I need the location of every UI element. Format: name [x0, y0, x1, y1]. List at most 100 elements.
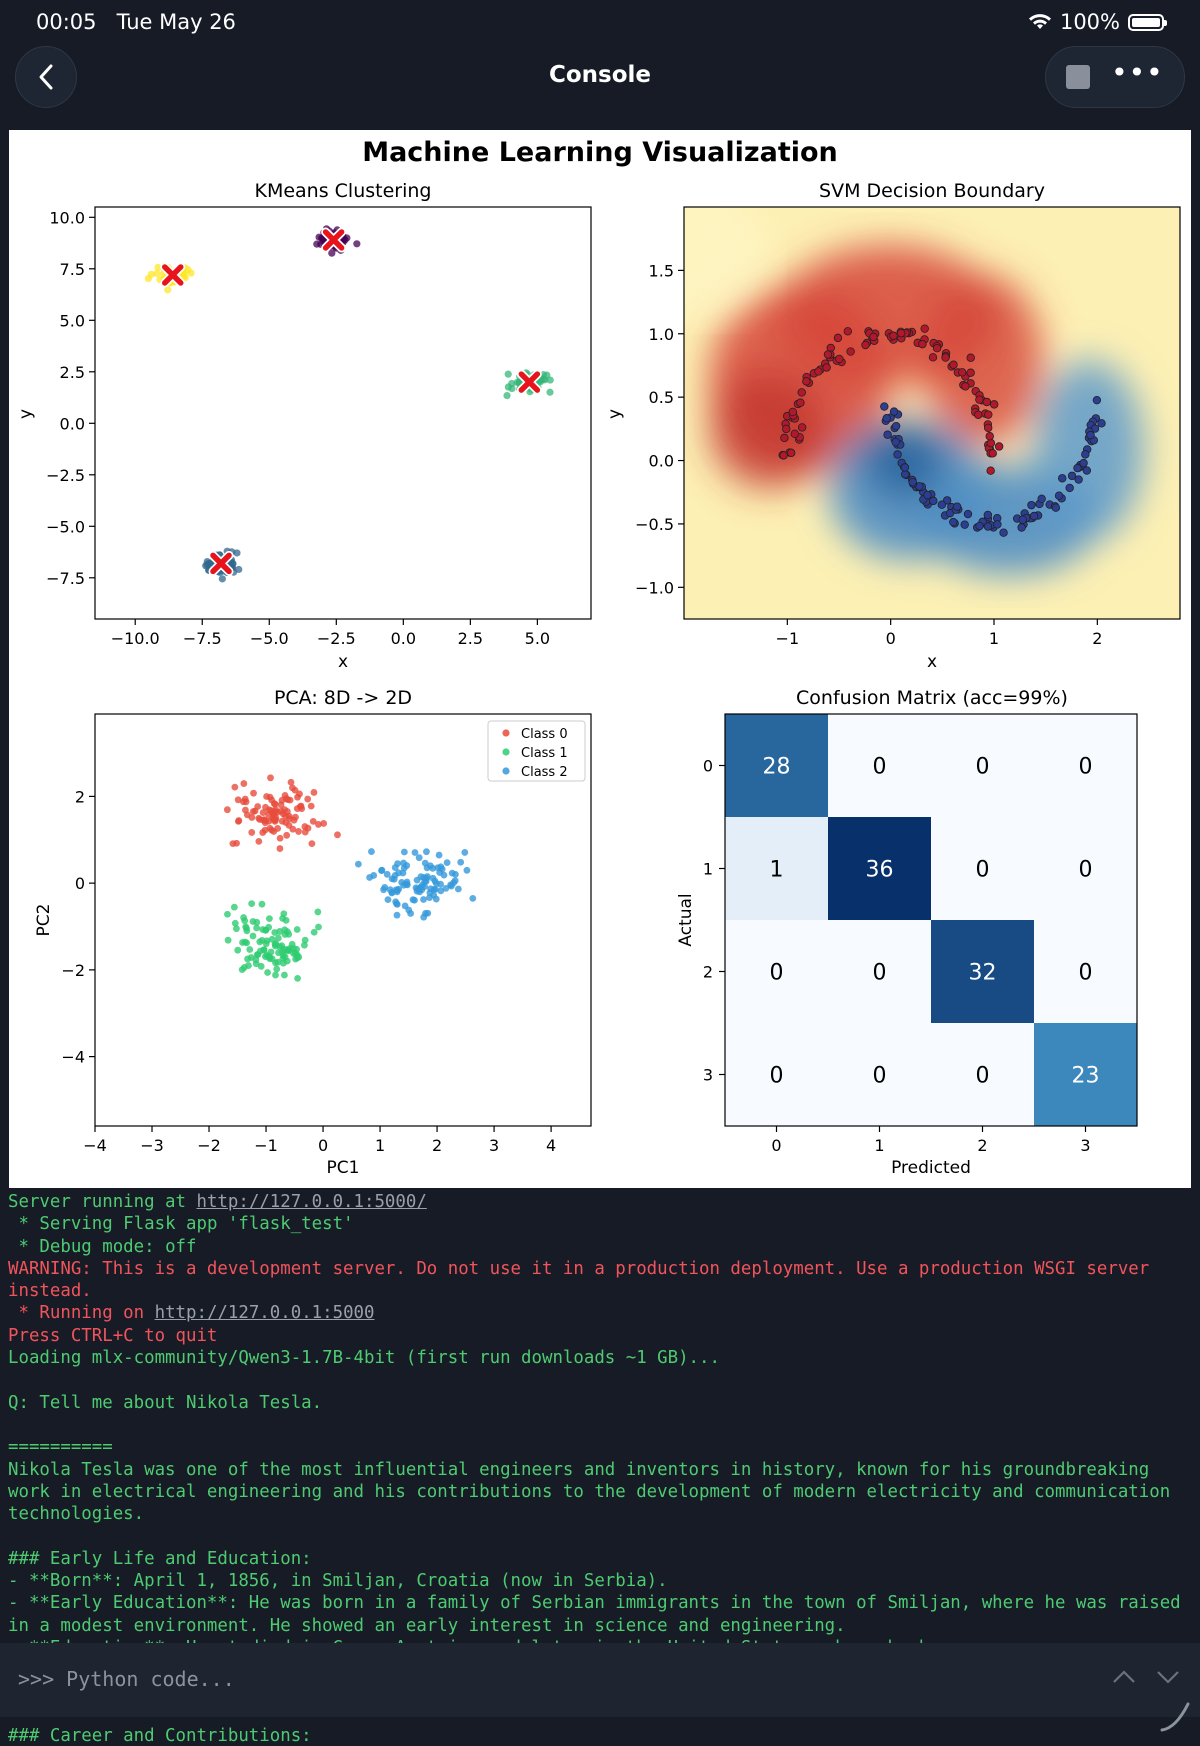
console-link[interactable]: http://127.0.0.1:5000/	[196, 1192, 427, 1212]
svm-point-class1	[1037, 494, 1046, 504]
svm-point-class1	[993, 520, 1002, 529]
stop-button[interactable]	[1066, 65, 1091, 89]
pca-point-class0	[262, 803, 269, 811]
svm-point-class0	[896, 328, 906, 338]
svm-xtick-label: 2	[1092, 629, 1102, 648]
nav-bar: Console •••	[0, 46, 1200, 126]
svm-point-class1	[1086, 430, 1095, 440]
svm-point-class0	[974, 410, 983, 419]
console-line: Loading mlx-community/Qwen3-1.7B-4bit (f…	[8, 1348, 720, 1369]
cm-panel: Confusion Matrix (acc=99%) 28 0 0 0 1 36 0 0 0 0 3…	[676, 687, 1138, 1178]
cm-cell	[828, 920, 931, 1023]
nav-actions: •••	[1045, 46, 1185, 108]
pca-point-class1	[315, 923, 322, 931]
svm-point-class0	[782, 424, 791, 434]
pca-point-class1	[257, 962, 265, 970]
pca-point-class0	[223, 806, 231, 814]
cm-xtick-label: 0	[771, 1136, 781, 1155]
svm-point-class1	[1074, 475, 1083, 484]
page-title: Console	[548, 62, 652, 88]
console-link[interactable]: http://127.0.0.1:5000	[154, 1303, 375, 1324]
more-button[interactable]: •••	[1111, 56, 1164, 89]
pca-point-class2	[448, 869, 456, 877]
svm-point-class0	[928, 353, 938, 362]
pca-point-class2	[443, 859, 451, 867]
pca-point-class0	[234, 796, 242, 804]
pca-point-class2	[420, 896, 427, 903]
pca-panel: PCA: 8D -> 2D −4 −3 −2 −1 0 1 2 3 4 2 0 −2 −4 Class …	[34, 687, 592, 1178]
chevron-down-icon[interactable]	[1156, 1665, 1180, 1690]
svm-point-class0	[975, 395, 984, 404]
cm-cell-value: 0	[976, 1064, 990, 1089]
pca-point-class0	[292, 813, 299, 821]
cm-xtick-label: 3	[1080, 1136, 1090, 1155]
cm-cell	[931, 714, 1034, 817]
kmeans-points	[144, 225, 554, 583]
code-input[interactable]: >>> Python code...	[18, 1667, 235, 1691]
pca-point-class0	[270, 800, 278, 807]
svm-point-class0	[822, 363, 831, 372]
pca-point-class1	[283, 946, 291, 954]
pca-point-class2	[381, 883, 389, 891]
cm-cell	[1034, 817, 1137, 920]
kmeans-point	[144, 274, 152, 283]
pca-point-class0	[320, 820, 328, 827]
svm-point-class0	[932, 344, 942, 353]
svm-point-class1	[893, 450, 902, 459]
pca-point-class0	[283, 831, 291, 839]
figure-suptitle: Machine Learning Visualization	[362, 137, 838, 168]
pca-point-class2	[411, 849, 419, 856]
cm-cell	[828, 1023, 931, 1126]
chevron-up-icon[interactable]	[1112, 1665, 1136, 1690]
pca-point-class2	[407, 910, 415, 917]
svm-point-class1	[882, 414, 891, 423]
svm-axes: −1 0 1 2 1.5 1.0 0.5 0.0 −0.5 −1.0	[635, 261, 1102, 648]
cm-cells: 28 0 0 0 1 36 0 0 0 0 32 0 0 0 0 23	[725, 714, 1137, 1126]
pca-point-class2	[440, 871, 448, 879]
pca-point-class2	[383, 870, 391, 878]
pca-xtick-label: −3	[140, 1136, 164, 1155]
svm-point-class0	[889, 331, 898, 340]
pca-point-class0	[259, 829, 267, 836]
svm-ylabel: y	[605, 409, 625, 419]
pca-point-class0	[256, 816, 264, 823]
svm-point-class1	[949, 517, 958, 527]
pca-point-class0	[259, 809, 267, 816]
pca-point-class0	[307, 802, 315, 810]
pca-point-class1	[272, 971, 279, 979]
kmeans-ytick-label: −5.0	[46, 517, 85, 536]
pca-point-class2	[370, 872, 378, 879]
pca-point-class1	[310, 928, 318, 936]
pca-point-class0	[276, 834, 284, 842]
resize-handle-icon[interactable]	[1158, 1700, 1192, 1738]
kmeans-ytick-label: −2.5	[46, 466, 85, 485]
svm-panel: SVM Decision Boundary −1 0 1 21.51.00.50.0−…	[605, 180, 1181, 672]
cm-ytick-label: 1	[703, 860, 713, 879]
pca-point-class2	[393, 888, 401, 896]
cm-cell-value: 0	[1079, 858, 1093, 883]
cm-cell	[1034, 714, 1137, 817]
cm-cell	[725, 817, 828, 920]
wifi-icon	[1028, 14, 1051, 29]
pca-point-class0	[301, 823, 309, 830]
kmeans-point	[353, 240, 361, 248]
svm-point-class1	[900, 463, 910, 472]
cm-cell-value: 0	[1079, 961, 1093, 986]
cm-xlabel: Predicted	[891, 1158, 971, 1178]
pca-point-class1	[293, 926, 301, 933]
pca-point-class0	[308, 840, 316, 847]
cm-cell	[931, 817, 1034, 920]
pca-point-class1	[231, 919, 239, 927]
back-button[interactable]	[15, 46, 77, 108]
pca-legend-label: Class 1	[521, 746, 568, 761]
pca-xtick-label: −4	[83, 1136, 107, 1155]
pca-point-class0	[278, 796, 286, 804]
cm-ytick-label: 3	[703, 1066, 713, 1085]
svm-point-class1	[1067, 471, 1077, 481]
kmeans-point	[313, 240, 321, 248]
svm-point-class0	[796, 398, 805, 407]
pca-point-class1	[290, 945, 297, 952]
pca-point-class2	[401, 902, 409, 910]
svm-point-class0	[861, 340, 870, 350]
svm-point-class0	[982, 397, 992, 407]
